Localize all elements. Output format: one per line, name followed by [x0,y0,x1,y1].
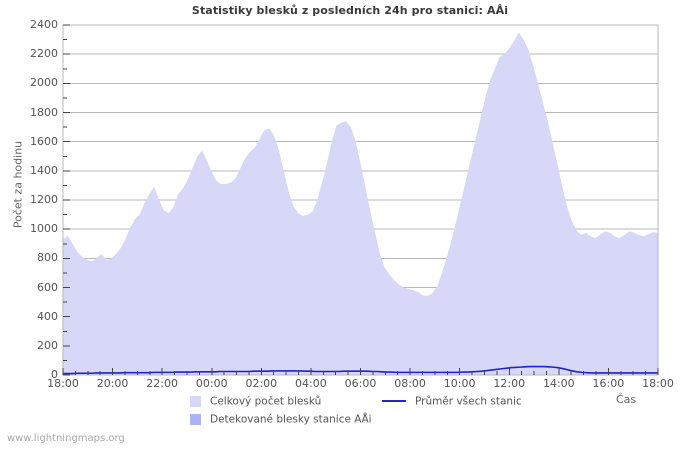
x-tick-label: 22:00 [146,377,179,390]
x-tick-label: 12:00 [493,377,526,390]
x-tick-label: 10:00 [443,377,476,390]
chart-title: Statistiky blesků z posledních 24h pro s… [191,4,509,17]
area-series-1 [63,32,658,375]
legend-line-marker [382,399,406,402]
legend-swatch [190,396,201,407]
y-tick-label: 600 [37,280,58,294]
chart-legend: Celkový počet blesků Průměr všech stanic D… [0,391,700,426]
watermark: www.lightningmaps.org [7,433,125,444]
legend-swatch [190,414,201,425]
y-tick-label: 1200 [30,193,58,206]
y-tick-label: 2400 [30,18,58,31]
y-tick-label: 1800 [30,105,58,119]
y-axis-tick-labels: 0 200 400 600 800 1000 1200 1400 1600 1800 2000 220… [0,0,58,450]
legend-item[interactable]: Průměr všech stanic [382,391,522,408]
x-tick-label: 00:00 [195,377,228,390]
y-tick-label: 800 [37,251,58,265]
x-tick-label: 20:00 [96,377,129,390]
y-tick-label: 400 [37,309,58,323]
x-tick-label: 08:00 [394,377,426,390]
y-tick-label: 1400 [30,163,58,177]
x-tick-label: 16:00 [592,377,625,390]
y-tick-label: 2000 [30,76,58,90]
x-tick-label: 04:00 [295,377,327,390]
x-tick-label: 14:00 [542,377,575,390]
legend-item[interactable]: Celkový počet blesků [190,391,322,408]
y-tick-label: 1000 [30,222,58,236]
y-tick-label: 1600 [30,134,58,148]
x-axis-label: Čas [616,393,637,406]
x-tick-label: 18:00 [47,377,79,390]
legend-label: Průměr všech stanic [415,395,522,408]
y-tick-label: 0 [51,368,58,381]
x-axis-tick-labels: 18:00 20:00 22:00 00:00 02:00 04:00 06:00 08:00… [0,377,700,397]
x-tick-label: 18:00 [642,377,674,390]
y-tick-label: 200 [37,338,58,352]
x-tick-label: 06:00 [344,377,377,390]
y-tick-label: 2200 [30,47,58,61]
legend-item[interactable]: Detekované blesky stanice AÅi [190,409,372,426]
x-tick-label: 02:00 [245,377,278,390]
legend-label: Celkový počet blesků [210,395,322,408]
legend-label: Detekované blesky stanice AÅi [210,413,372,426]
